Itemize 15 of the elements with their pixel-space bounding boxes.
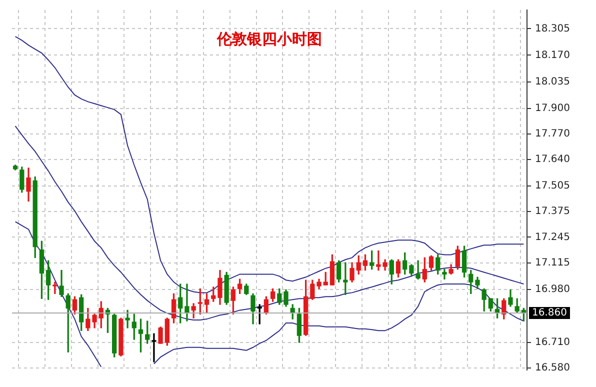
y-tick-label: 17.375	[535, 206, 570, 218]
y-tick-label: 17.640	[535, 154, 570, 166]
y-tick-label: 17.115	[535, 257, 570, 268]
y-tick-label: 18.170	[535, 50, 570, 61]
y-tick-label: 17.245	[535, 232, 570, 243]
y-tick-label: 18.305	[535, 23, 570, 34]
y-tick-label: 16.580	[535, 362, 570, 374]
ref-line-label: 16.860	[532, 308, 567, 319]
y-tick-label: 17.770	[535, 128, 570, 140]
y-tick-label: 16.710	[535, 337, 570, 348]
text: 伦敦银四小时图	[216, 30, 323, 49]
y-tick-label: 17.505	[535, 180, 570, 192]
y-tick-label: 16.980	[535, 284, 570, 295]
y-tick-label: 17.900	[535, 102, 570, 114]
y-tick-label: 18.035	[535, 76, 570, 88]
